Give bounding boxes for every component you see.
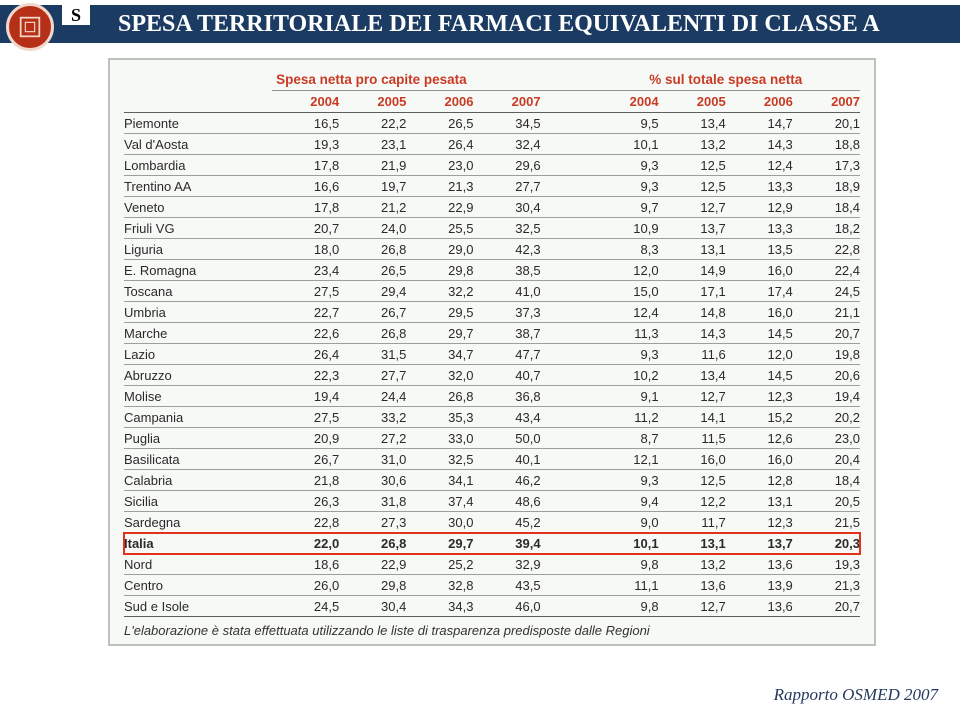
- table-row: Centro26,029,832,843,511,113,613,921,3: [124, 575, 860, 596]
- group-header-right: % sul totale spesa netta: [591, 68, 860, 91]
- table-row: Liguria18,026,829,042,38,313,113,522,8: [124, 239, 860, 260]
- group-header-row: Spesa netta pro capite pesata % sul tota…: [124, 68, 860, 91]
- source-label: Rapporto OSMED 2007: [774, 685, 938, 705]
- table-row: Nord18,622,925,232,99,813,213,619,3: [124, 554, 860, 575]
- table-row: Calabria21,830,634,146,29,312,512,818,4: [124, 470, 860, 491]
- table-row: Lazio26,431,534,747,79,311,612,019,8: [124, 344, 860, 365]
- table-row: Friuli VG20,724,025,532,510,913,713,318,…: [124, 218, 860, 239]
- table-row: Campania27,533,235,343,411,214,115,220,2: [124, 407, 860, 428]
- table-row: Sud e Isole24,530,434,346,09,812,713,620…: [124, 596, 860, 617]
- table-row: Molise19,424,426,836,89,112,712,319,4: [124, 386, 860, 407]
- table-row: Sardegna22,827,330,045,29,011,712,321,5: [124, 512, 860, 533]
- table-row: Basilicata26,731,032,540,112,116,016,020…: [124, 449, 860, 470]
- page-title: SPESA TERRITORIALE DEI FARMACI EQUIVALEN…: [118, 11, 880, 38]
- table-row: Lombardia17,821,923,029,69,312,512,417,3: [124, 155, 860, 176]
- table-row: Umbria22,726,729,537,312,414,816,021,1: [124, 302, 860, 323]
- table-row: Veneto17,821,222,930,49,712,712,918,4: [124, 197, 860, 218]
- spesa-table: Spesa netta pro capite pesata % sul tota…: [124, 68, 860, 617]
- table-row: Abruzzo22,327,732,040,710,213,414,520,6: [124, 365, 860, 386]
- seal-logo: [6, 3, 54, 51]
- header-bar: S SPESA TERRITORIALE DEI FARMACI EQUIVAL…: [0, 5, 960, 43]
- table-row: Puglia20,927,233,050,08,711,512,623,0: [124, 428, 860, 449]
- table-row: Italia22,026,829,739,410,113,113,720,3: [124, 533, 860, 554]
- table-row: E. Romagna23,426,529,838,512,014,916,022…: [124, 260, 860, 281]
- data-table-panel: Spesa netta pro capite pesata % sul tota…: [108, 58, 876, 646]
- table-row: Sicilia26,331,837,448,69,412,213,120,5: [124, 491, 860, 512]
- table-body: Piemonte16,522,226,534,59,513,414,720,1V…: [124, 113, 860, 617]
- s-badge: S: [62, 5, 90, 25]
- table-row: Marche22,626,829,738,711,314,314,520,7: [124, 323, 860, 344]
- table-row: Toscana27,529,432,241,015,017,117,424,5: [124, 281, 860, 302]
- group-header-left: Spesa netta pro capite pesata: [272, 68, 540, 91]
- table-row: Trentino AA16,619,721,327,79,312,513,318…: [124, 176, 860, 197]
- table-footnote: L'elaborazione è stata effettuata utiliz…: [124, 623, 860, 638]
- table-row: Piemonte16,522,226,534,59,513,414,720,1: [124, 113, 860, 134]
- table-row: Val d'Aosta19,323,126,432,410,113,214,31…: [124, 134, 860, 155]
- year-header-row: 2004 2005 2006 2007 2004 2005 2006 2007: [124, 91, 860, 113]
